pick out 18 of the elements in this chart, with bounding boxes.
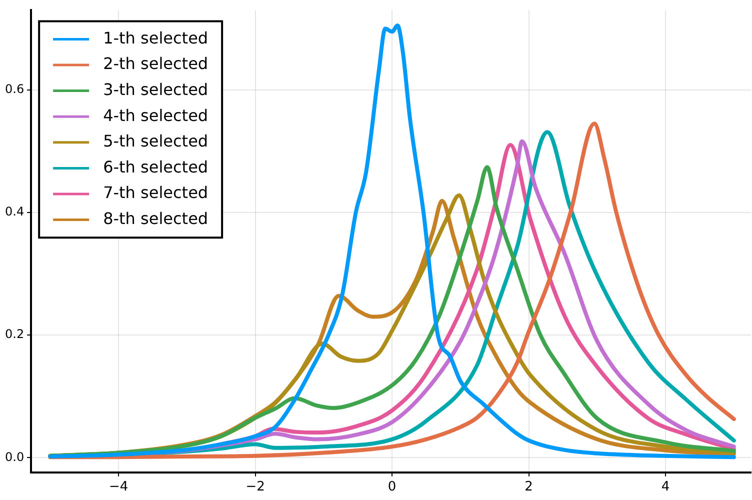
legend-label: 7-th selected — [103, 183, 208, 202]
legend-label: 4-th selected — [103, 106, 208, 125]
legend-label: 1-th selected — [103, 28, 208, 48]
legend-label: 3-th selected — [103, 80, 208, 99]
x-tick-label: −2 — [246, 480, 265, 495]
legend-label: 5-th selected — [103, 132, 208, 151]
y-tick-label: 0.0 — [4, 450, 24, 464]
legend-label: 6-th selected — [103, 157, 208, 176]
x-tick-label: 0 — [388, 480, 396, 495]
y-tick-label: 0.4 — [4, 204, 24, 219]
legend-label: 2-th selected — [103, 54, 208, 74]
y-tick-label: 0.2 — [4, 327, 24, 342]
x-tick-label: 4 — [661, 480, 670, 495]
x-tick-label: −4 — [109, 480, 128, 495]
line-series — [48, 24, 736, 460]
x-tick-label: 2 — [524, 480, 533, 495]
y-tick-label: 0.6 — [4, 82, 24, 96]
legend-label: 8-th selected — [103, 208, 208, 228]
